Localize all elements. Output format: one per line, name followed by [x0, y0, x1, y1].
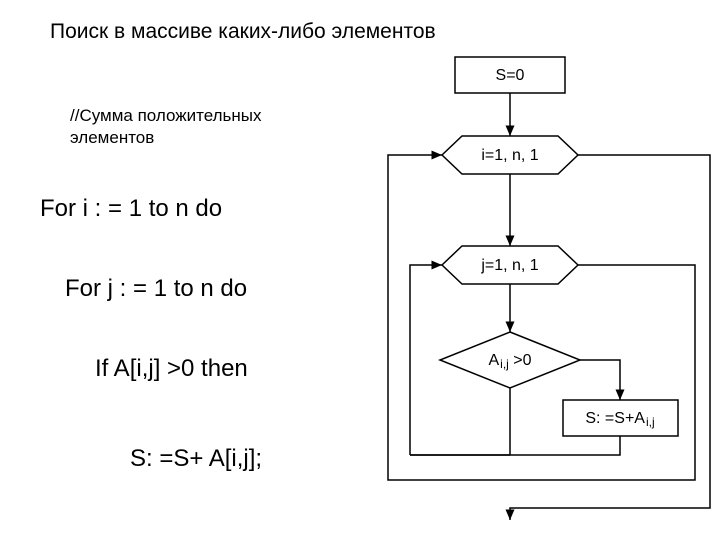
- node-init-label: S=0: [496, 67, 525, 84]
- node-assign-label: S: =S+Ai,j: [585, 410, 654, 429]
- node-decision-label: Ai,j >0: [488, 352, 531, 371]
- node-loop-i-label: i=1, n, 1: [481, 147, 538, 164]
- flowchart-svg: S=0 i=1, n, 1 j=1, n, 1 Ai,j >0 S: =S+Ai…: [0, 0, 720, 540]
- node-loop-j-label: j=1, n, 1: [480, 257, 538, 274]
